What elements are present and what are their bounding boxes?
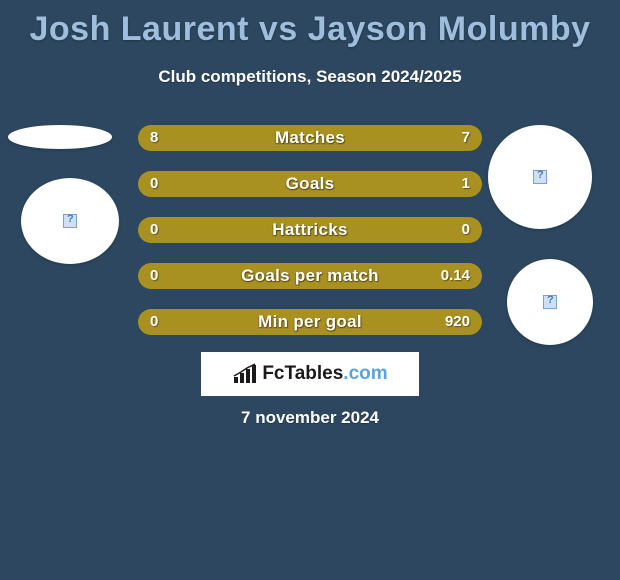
stat-bar-label: Goals bbox=[138, 171, 482, 197]
subtitle: Club competitions, Season 2024/2025 bbox=[0, 67, 620, 87]
image-placeholder-icon bbox=[533, 170, 547, 184]
branding-text: FcTables.com bbox=[262, 363, 387, 385]
stat-bar-row: 87Matches bbox=[138, 125, 482, 151]
branding: FcTables.com bbox=[201, 352, 419, 396]
stat-bar-label: Matches bbox=[138, 125, 482, 151]
stat-bar-row: 0920Min per goal bbox=[138, 309, 482, 335]
image-placeholder-icon bbox=[543, 295, 557, 309]
stat-bar-label: Min per goal bbox=[138, 309, 482, 335]
branding-chart-icon bbox=[232, 363, 258, 385]
date: 7 november 2024 bbox=[0, 408, 620, 428]
comparison-card: Josh Laurent vs Jayson Molumby Club comp… bbox=[0, 0, 620, 580]
image-placeholder-icon bbox=[63, 214, 77, 228]
title: Josh Laurent vs Jayson Molumby bbox=[0, 0, 620, 49]
branding-prefix: FcTables bbox=[262, 363, 343, 384]
team-badge-left bbox=[8, 125, 112, 149]
stat-bar-row: 00Hattricks bbox=[138, 217, 482, 243]
player-avatar-left bbox=[21, 178, 119, 264]
stat-bar-row: 00.14Goals per match bbox=[138, 263, 482, 289]
stat-bar-row: 01Goals bbox=[138, 171, 482, 197]
stat-bar-label: Hattricks bbox=[138, 217, 482, 243]
stat-bars: 87Matches 01Goals 00Hattricks 00.14Goals pe… bbox=[138, 125, 482, 355]
team-badge-right bbox=[488, 125, 592, 229]
stat-bar-label: Goals per match bbox=[138, 263, 482, 289]
player-avatar-right bbox=[507, 259, 593, 345]
branding-suffix: .com bbox=[343, 363, 387, 384]
